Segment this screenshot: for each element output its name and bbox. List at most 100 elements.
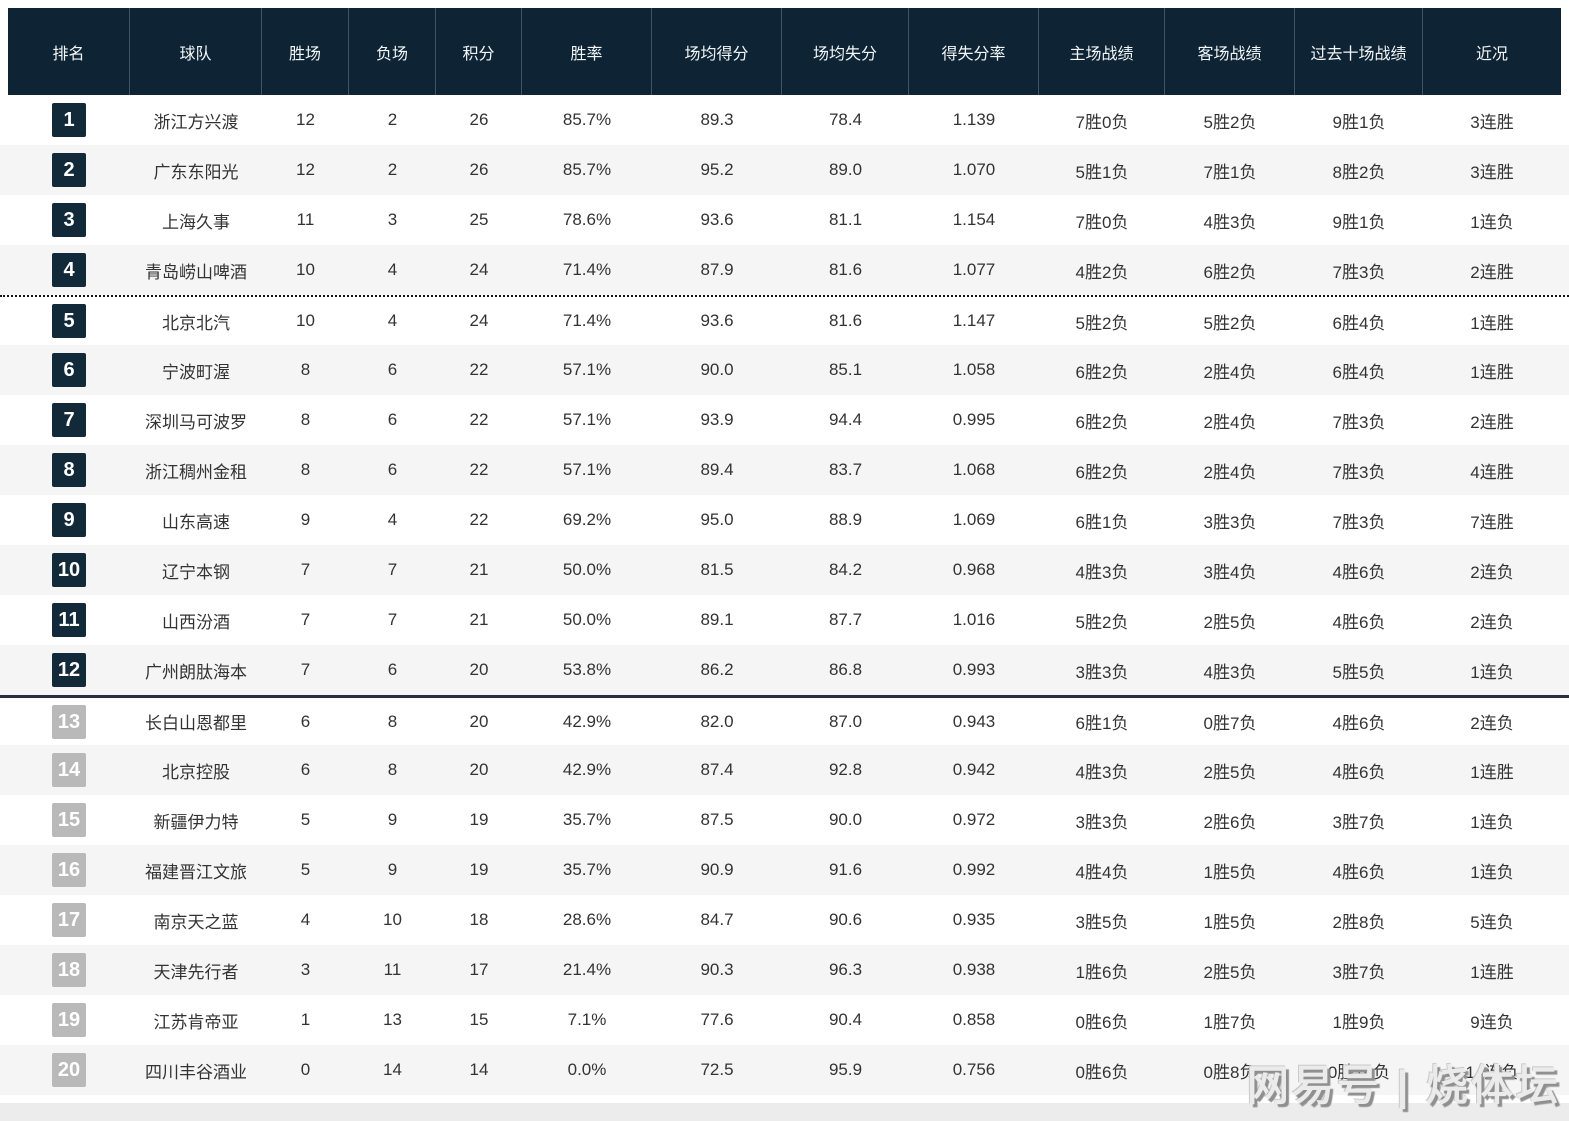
cell-losses: 9 xyxy=(387,810,398,829)
cell-points: 20 xyxy=(469,711,489,731)
cell-last10: 5胜5负 xyxy=(1332,662,1386,682)
cell-home: 6胜1负 xyxy=(1075,512,1129,532)
column-header-wins: 胜场 xyxy=(262,8,349,95)
cell-rank: 19 xyxy=(8,1003,130,1037)
cell-win_rate: 7.1% xyxy=(567,1010,607,1029)
table-row: 4 青岛崂山啤酒 10 4 24 71.4% 87.9 81.6 1.077 4胜2负 6胜2负 7胜… xyxy=(0,245,1569,295)
cell-ratio: 0.972 xyxy=(952,810,996,829)
cell-streak: 3连胜 xyxy=(1470,112,1514,132)
cell-away: 6胜2负 xyxy=(1203,262,1257,282)
cell-wins: 10 xyxy=(296,260,315,279)
cell-home: 1胜6负 xyxy=(1075,962,1129,982)
cell-ratio: 0.942 xyxy=(952,760,996,779)
table-row: 12 广州朗肽海本 7 6 20 53.8% 86.2 86.8 0.993 3胜3负 4胜3负 5胜… xyxy=(0,645,1569,695)
table-row: 15 新疆伊力特 5 9 19 35.7% 87.5 90.0 0.972 3胜3负 2胜6负 3胜7… xyxy=(0,795,1569,845)
cell-rank: 4 xyxy=(8,253,130,287)
cell-away: 4胜3负 xyxy=(1203,662,1257,682)
rank-badge: 14 xyxy=(52,753,86,787)
cell-streak: 1连负 xyxy=(1470,812,1514,832)
cell-avg_scored: 89.3 xyxy=(700,110,734,129)
cell-points: 25 xyxy=(469,210,489,229)
cell-streak: 2连负 xyxy=(1470,562,1514,582)
cell-home: 4胜3负 xyxy=(1075,762,1129,782)
cell-points: 14 xyxy=(469,1060,489,1079)
cell-home: 5胜1负 xyxy=(1075,162,1129,182)
column-header-home: 主场战绩 xyxy=(1039,8,1165,95)
cell-points: 18 xyxy=(469,910,489,929)
cell-rank: 18 xyxy=(8,953,130,987)
cell-team: 北京北汽 xyxy=(162,313,230,333)
cell-team: 山东高速 xyxy=(162,512,230,532)
cell-points: 21 xyxy=(469,610,489,629)
cell-points: 22 xyxy=(469,360,489,379)
cell-points: 22 xyxy=(469,460,489,479)
cell-team: 浙江方兴渡 xyxy=(153,112,239,132)
cell-points: 24 xyxy=(469,260,489,279)
cell-wins: 9 xyxy=(300,510,311,529)
cell-team: 广州朗肽海本 xyxy=(145,662,247,682)
cell-win_rate: 71.4% xyxy=(562,260,612,279)
column-header-avg_conceded: 场均失分 xyxy=(782,8,909,95)
cell-avg_scored: 81.5 xyxy=(700,560,734,579)
cell-losses: 6 xyxy=(387,660,398,679)
cell-streak: 5连负 xyxy=(1470,912,1514,932)
cell-rank: 3 xyxy=(8,203,130,237)
cell-losses: 6 xyxy=(387,460,398,479)
cell-ratio: 0.995 xyxy=(952,410,996,429)
column-header-ratio: 得失分率 xyxy=(909,8,1039,95)
cell-avg_scored: 95.2 xyxy=(700,160,734,179)
cell-last10: 3胜7负 xyxy=(1332,812,1386,832)
cell-ratio: 0.938 xyxy=(952,960,996,979)
cell-home: 3胜3负 xyxy=(1075,812,1129,832)
cell-losses: 7 xyxy=(387,610,398,629)
cell-avg_scored: 82.0 xyxy=(700,711,734,731)
cell-away: 2胜6负 xyxy=(1203,812,1257,832)
cell-losses: 3 xyxy=(387,210,398,229)
cell-rank: 20 xyxy=(8,1053,130,1087)
cell-away: 3胜4负 xyxy=(1203,562,1257,582)
cell-home: 4胜4负 xyxy=(1075,862,1129,882)
cell-avg_conceded: 87.7 xyxy=(828,610,863,629)
cell-avg_scored: 72.5 xyxy=(700,1060,734,1079)
table-row: 8 浙江稠州金租 8 6 22 57.1% 89.4 83.7 1.068 6胜2负 2胜4负 7胜3… xyxy=(0,445,1569,495)
cell-avg_conceded: 85.1 xyxy=(828,360,863,379)
cell-points: 26 xyxy=(469,160,489,179)
cell-avg_scored: 90.9 xyxy=(700,860,734,879)
cell-points: 26 xyxy=(469,110,489,129)
cell-streak: 4连胜 xyxy=(1470,462,1514,482)
cell-points: 19 xyxy=(469,810,489,829)
cell-points: 24 xyxy=(469,311,489,330)
column-header-last10: 过去十场战绩 xyxy=(1295,8,1423,95)
cell-team: 新疆伊力特 xyxy=(153,812,239,832)
cell-avg_conceded: 81.6 xyxy=(828,260,863,279)
cell-points: 15 xyxy=(469,1010,489,1029)
cell-avg_conceded: 92.8 xyxy=(828,760,863,779)
cell-streak: 3连胜 xyxy=(1470,162,1514,182)
cell-home: 4胜3负 xyxy=(1075,562,1129,582)
cell-wins: 7 xyxy=(300,660,311,679)
cell-win_rate: 69.2% xyxy=(562,510,612,529)
cell-away: 2胜4负 xyxy=(1203,462,1257,482)
cell-avg_conceded: 84.2 xyxy=(828,560,863,579)
cell-losses: 2 xyxy=(387,110,398,129)
column-header-team: 球队 xyxy=(130,8,262,95)
cell-avg_conceded: 94.4 xyxy=(828,410,863,429)
cell-avg_scored: 87.5 xyxy=(700,810,734,829)
cell-home: 4胜2负 xyxy=(1075,262,1129,282)
cell-rank: 10 xyxy=(8,553,130,587)
cell-losses: 4 xyxy=(387,311,398,330)
cell-losses: 9 xyxy=(387,860,398,879)
cell-last10: 1胜9负 xyxy=(1332,1012,1386,1032)
cell-losses: 6 xyxy=(387,410,398,429)
cell-rank: 5 xyxy=(8,304,130,338)
cell-streak: 1连胜 xyxy=(1470,762,1514,782)
cell-avg_scored: 93.9 xyxy=(700,410,734,429)
column-header-away: 客场战绩 xyxy=(1165,8,1295,95)
cell-win_rate: 42.9% xyxy=(562,760,612,779)
cell-losses: 4 xyxy=(387,260,398,279)
rank-badge: 18 xyxy=(52,953,86,987)
table-header: 排名 球队 胜场 负场 积分 胜率 场均得分 场均失分 得失分率 主场战绩 客场战绩 过去十场战绩 近况 xyxy=(8,8,1561,95)
cell-streak: 14连负 xyxy=(1465,1062,1519,1082)
cell-home: 0胜6负 xyxy=(1075,1062,1129,1082)
cell-team: 青岛崂山啤酒 xyxy=(145,262,247,282)
